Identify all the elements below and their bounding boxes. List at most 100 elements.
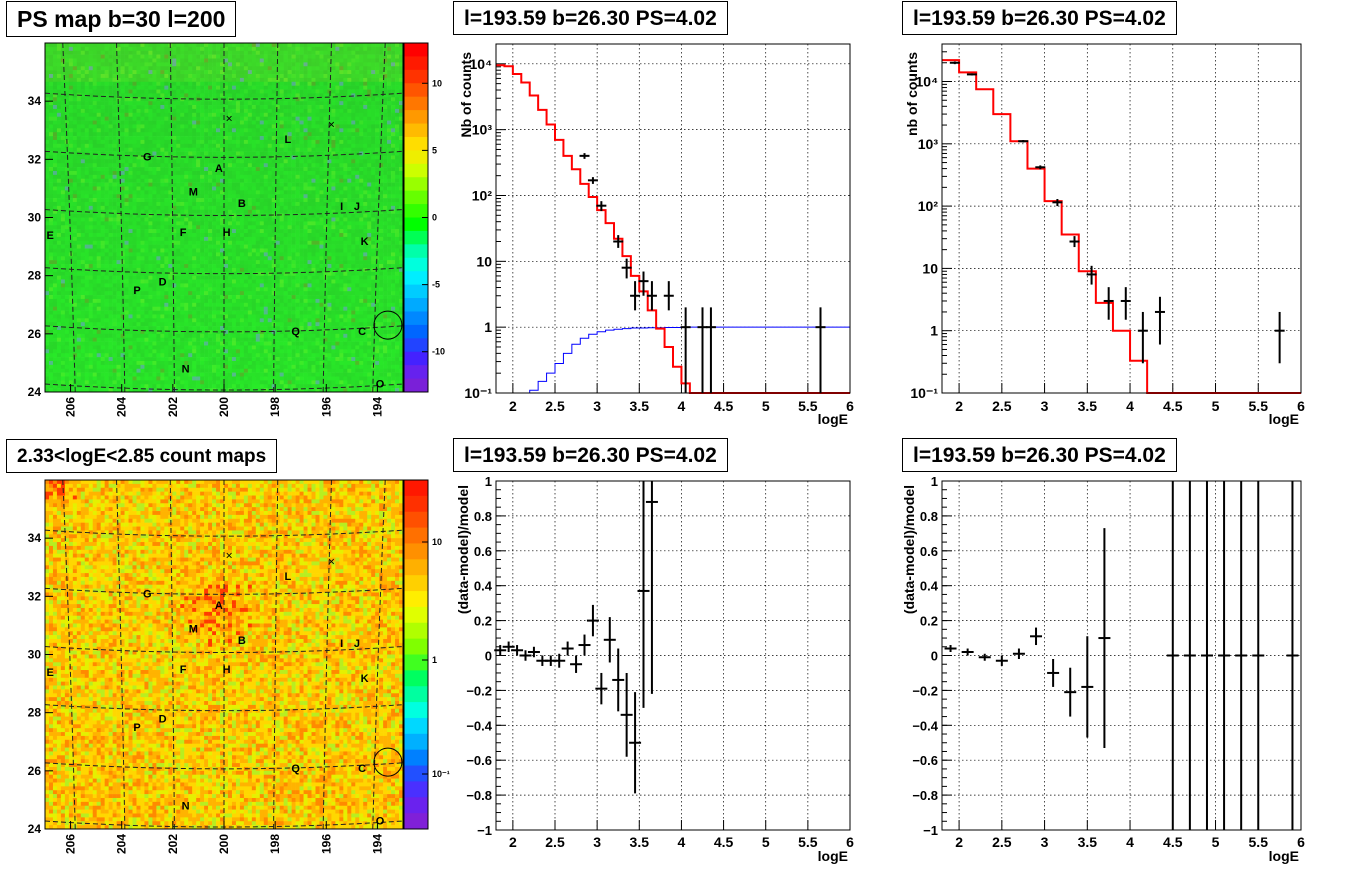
source-label-f: F: [180, 227, 187, 239]
colorbar-tick-label: 1: [432, 655, 437, 665]
x-tick-label: 3.5: [1078, 398, 1098, 414]
colorbar-segment: [404, 204, 428, 218]
x-tick-label: 5: [762, 398, 770, 414]
colorbar-segment: [404, 324, 428, 339]
data-point: [621, 258, 632, 279]
data-point: [645, 481, 658, 694]
gridlines: [942, 44, 1302, 394]
data-point: [1183, 481, 1196, 830]
model-histogram: [942, 59, 1301, 394]
colorbar-segment: [404, 591, 428, 608]
x-tick-label: 206: [64, 397, 78, 417]
source-label-o: O: [376, 815, 385, 827]
source-label-q: Q: [291, 326, 300, 338]
colorbar-segment: [404, 495, 428, 513]
data-point: [638, 271, 649, 296]
colorbar-segment: [404, 177, 428, 192]
x-tick-label: 6: [1297, 398, 1305, 414]
ps-map-panel: A B M F H G L I J K E P D Q C N O × × 24 26 28 30 32 34 206 204 202…: [0, 0, 445, 437]
y-tick-label: 24: [28, 822, 42, 836]
x-tick-label: 198: [268, 834, 282, 854]
source-label-l: L: [285, 571, 292, 583]
x-tick-label: 3: [593, 834, 601, 850]
colorbar-segment: [404, 622, 428, 640]
data-point: [1274, 311, 1285, 364]
colorbar-segment: [404, 244, 428, 259]
x-tick-label: 4: [1126, 398, 1134, 414]
colorbar-segment: [404, 351, 428, 366]
data-point: [1166, 481, 1179, 830]
y-tick-label: −1: [477, 823, 492, 838]
source-label-l: L: [285, 134, 292, 146]
colorbar-segment: [404, 150, 428, 165]
source-label-f: F: [180, 664, 187, 676]
y-axis-label: (data-model)/model: [901, 485, 917, 614]
data-point: [579, 153, 590, 159]
data-point: [966, 73, 977, 76]
data-point: [815, 307, 826, 393]
y-tick-label: 0.8: [474, 509, 492, 524]
colorbar-segment: [404, 543, 428, 560]
data-point: [1047, 658, 1060, 687]
source-label-c: C: [358, 326, 366, 338]
ps-map-plot: A B M F H G L I J K E P D Q C N O × × 24 26 28 30 32 34 206 204 202…: [28, 42, 445, 417]
y-tick-label: 28: [28, 269, 42, 283]
source-label-b: B: [238, 198, 246, 210]
source-label-h: H: [223, 227, 231, 239]
source-label-i: I: [340, 638, 343, 650]
y-tick-label: 10: [922, 260, 938, 276]
spectrum-right-panel: 10⁻¹ 1 10 10² 10³ 10⁴ 2 2.5 3 3.5 4 4.5 5 5.5 6 logE nb …: [890, 0, 1348, 437]
y-tick-label: −0.4: [912, 718, 938, 733]
colorbar-segment: [404, 702, 428, 719]
plot-frame: [941, 43, 1302, 394]
source-label-d: D: [159, 713, 167, 725]
x-tick-label: 2: [955, 398, 963, 414]
data-point: [1081, 636, 1094, 738]
source-cross-marker: ×: [226, 549, 233, 563]
graticule-parallel: [44, 529, 404, 537]
count-map-panel: A B M F H G L I J K E P D Q C N O × × 24 26 28 30 32 34 206 204 202…: [0, 437, 450, 875]
count-map-title: 2.33<logE<2.85 count maps: [6, 439, 278, 473]
colorbar-segment: [404, 606, 428, 624]
y-tick-label: 28: [28, 706, 42, 720]
data-point: [527, 646, 540, 658]
heatmap-cells: [45, 480, 404, 830]
data-point: [595, 672, 608, 705]
data-point: [603, 617, 616, 663]
ps-map-title: PS map b=30 l=200: [6, 1, 237, 37]
data-point: [586, 604, 599, 637]
x-tick-label: 200: [217, 397, 231, 417]
plot-frame: [495, 480, 851, 831]
y-tick-label: 26: [28, 327, 42, 341]
y-tick-label: 0.8: [920, 509, 938, 524]
colorbar-segment: [404, 271, 428, 286]
x-tick-label: 3.5: [630, 398, 650, 414]
y-tick-label: 10³: [918, 136, 939, 152]
source-label-m: M: [189, 186, 198, 198]
source-label-q: Q: [291, 763, 300, 775]
x-tick-label: 2: [955, 834, 963, 850]
y-tick-label: 32: [28, 589, 42, 603]
y-tick-label: 24: [28, 385, 42, 399]
colorbar-segment: [404, 43, 428, 57]
source-cross-marker: ×: [328, 117, 335, 131]
data-point: [944, 645, 957, 653]
x-tick-label: 3: [1041, 398, 1049, 414]
plot-frame: [495, 43, 851, 394]
colorbar-segment: [404, 163, 428, 178]
colorbar-segment: [404, 110, 428, 125]
source-label-n: N: [182, 364, 190, 376]
colorbar-segment: [404, 257, 428, 272]
x-tick-label: 5: [1212, 834, 1220, 850]
y-tick-label: 30: [28, 648, 42, 662]
data-point: [1200, 481, 1213, 830]
colorbar-segment: [404, 765, 428, 782]
x-tick-label: 6: [846, 398, 854, 414]
colorbar-tick-label: 10⁻¹: [432, 769, 450, 779]
colorbar-segment: [404, 136, 428, 151]
x-tick-label: 4.5: [714, 398, 734, 414]
y-tick-label: 0.2: [474, 614, 492, 629]
data-point: [961, 648, 974, 656]
y-tick-label: 10: [476, 253, 492, 269]
source-label-g: G: [143, 588, 152, 600]
